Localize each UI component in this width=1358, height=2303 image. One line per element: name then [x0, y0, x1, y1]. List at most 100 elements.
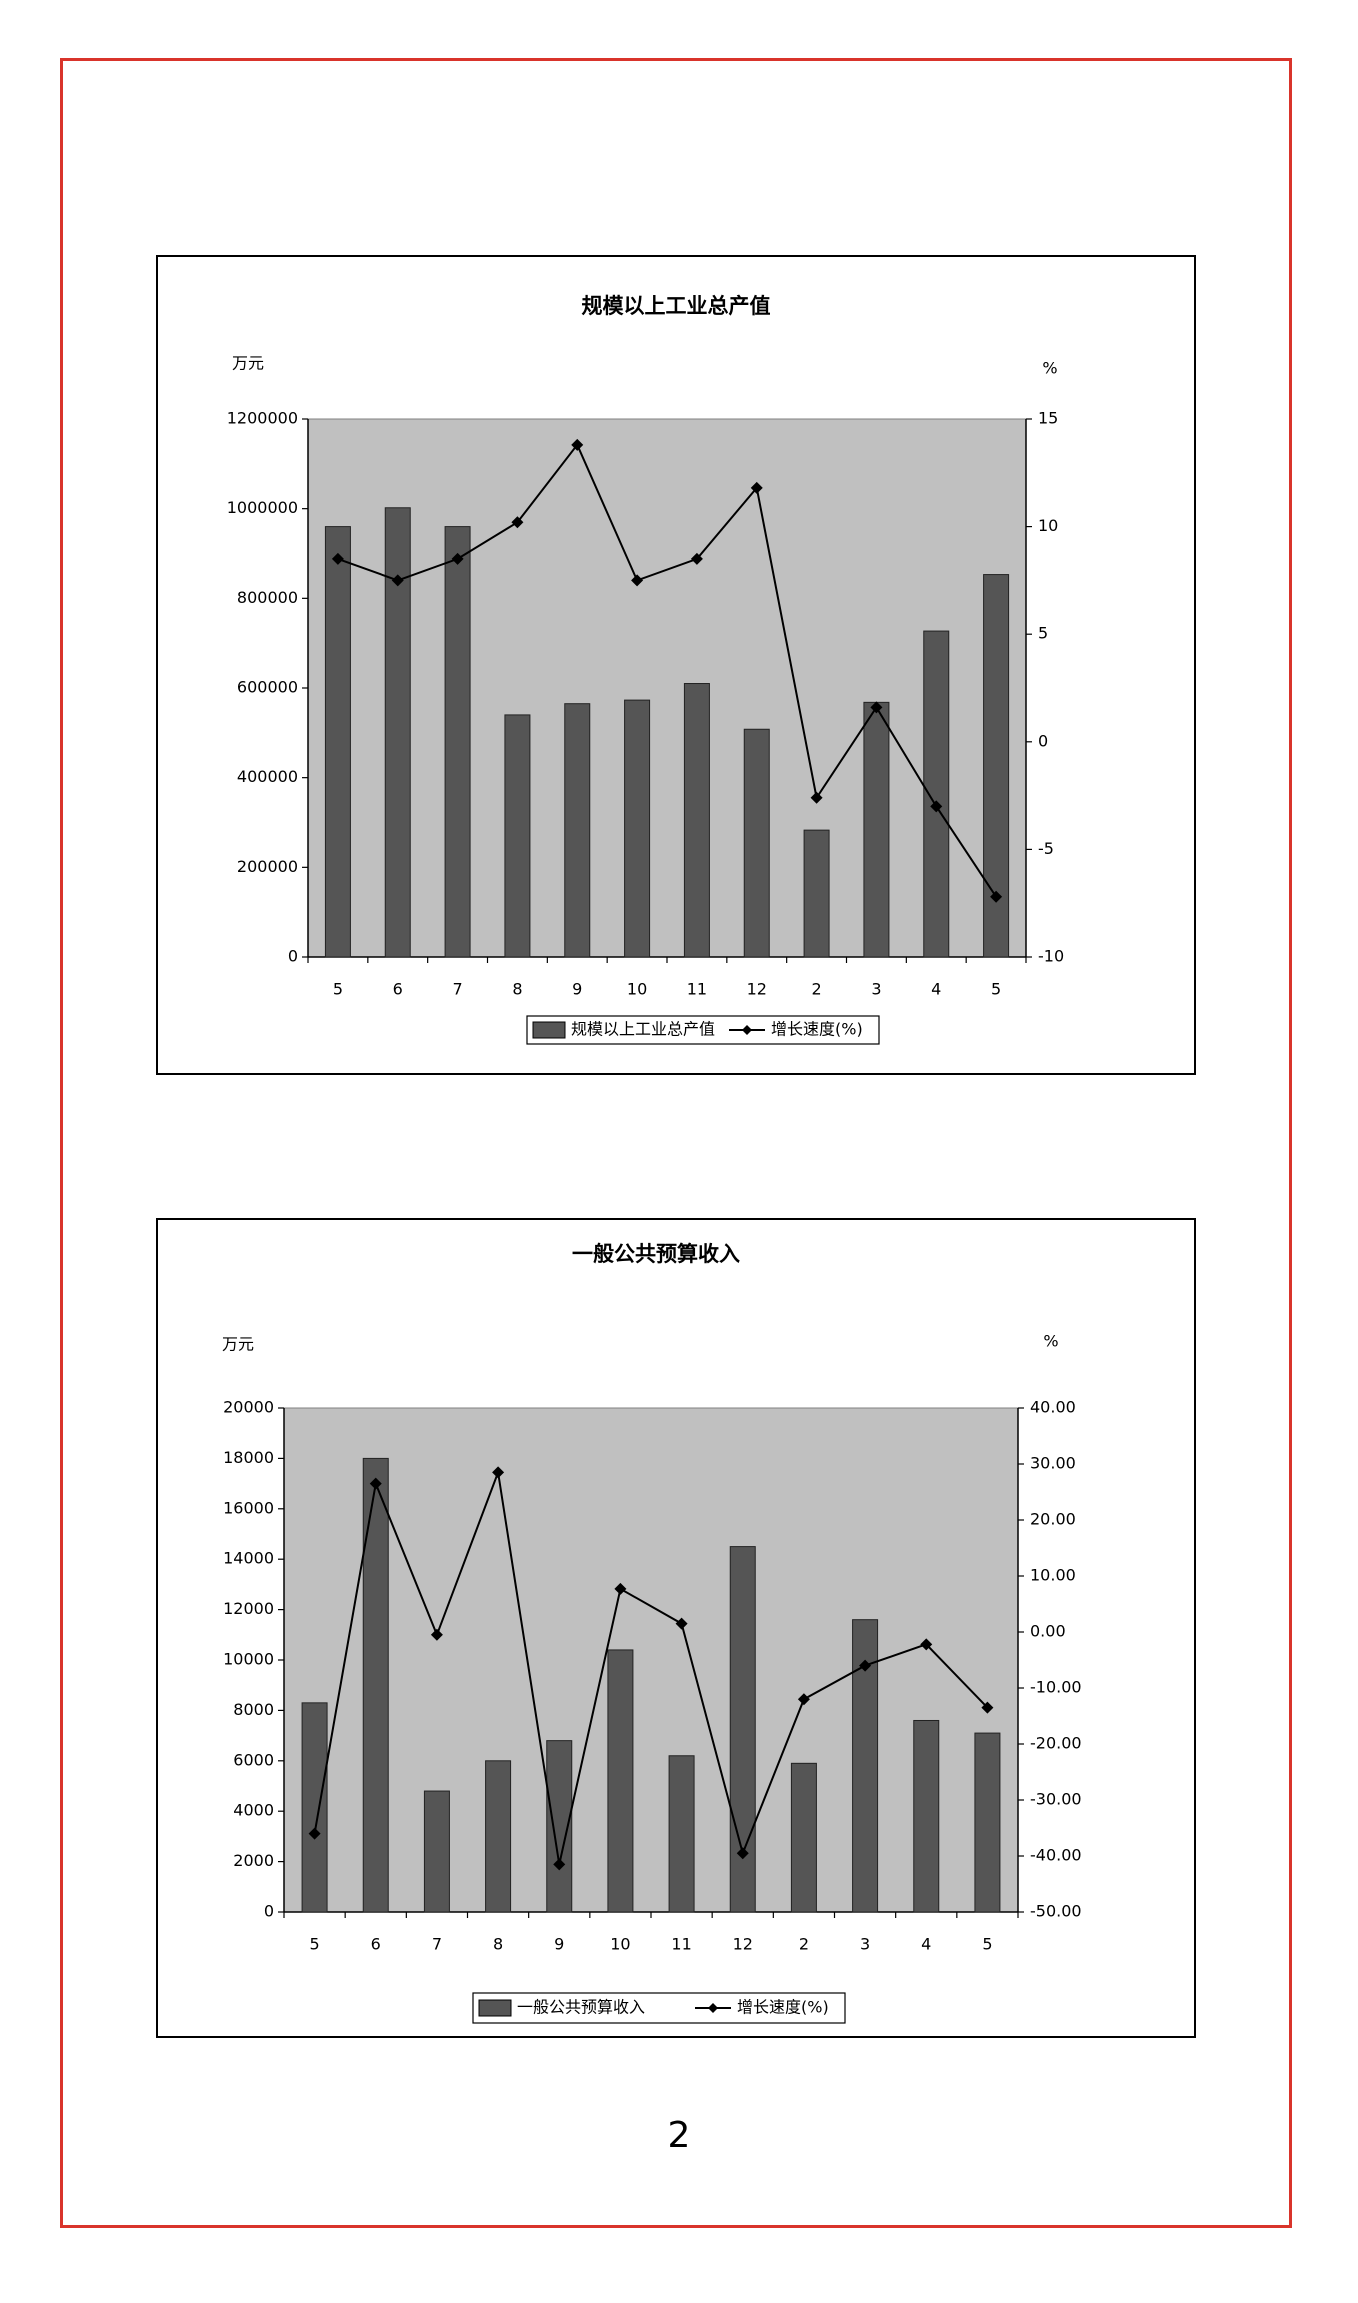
- bar: [362, 1457, 389, 1913]
- x-axis-category-label: 10: [610, 1935, 630, 1954]
- legend-bar-label: 一般公共预算收入: [517, 1998, 645, 2017]
- right-axis-tick-label: -5: [1038, 839, 1054, 858]
- legend-box: [526, 1015, 880, 1045]
- bar: [423, 1790, 450, 1913]
- bar: [974, 1732, 1001, 1913]
- left-axis-tick-label: 1000000: [227, 498, 298, 517]
- legend-line-marker: [742, 1025, 752, 1035]
- x-axis-category-label: 8: [512, 980, 522, 999]
- x-axis-category-label: 7: [452, 980, 462, 999]
- growth-rate-marker: [990, 890, 1003, 903]
- x-axis-category-label: 12: [747, 980, 767, 999]
- right-axis-tick-label: 20.00: [1030, 1510, 1076, 1529]
- growth-rate-marker: [736, 1847, 749, 1860]
- bar: [485, 1760, 512, 1913]
- x-axis-category-label: 4: [921, 1935, 931, 1954]
- x-axis-category-label: 8: [493, 1935, 503, 1954]
- bar: [607, 1649, 634, 1913]
- growth-rate-marker: [430, 1628, 443, 1641]
- left-axis-tick-label: 600000: [237, 678, 298, 697]
- bar: [683, 683, 710, 958]
- legend-bar-swatch: [478, 1999, 512, 2017]
- bar: [803, 829, 830, 958]
- growth-rate-marker: [331, 552, 344, 565]
- industrial-output-chart: 规模以上工业总产值 万元% 0 200000 400000 600000 800000 100…: [156, 255, 1196, 1075]
- left-axis-unit: 万元: [222, 1335, 254, 1354]
- right-axis-tick-label: 10.00: [1030, 1566, 1076, 1585]
- x-axis-category-label: 6: [393, 980, 403, 999]
- growth-rate-marker: [451, 552, 464, 565]
- left-axis-tick-label: 16000: [223, 1498, 274, 1517]
- x-axis-category-label: 6: [371, 1935, 381, 1954]
- x-axis-category-label: 2: [811, 980, 821, 999]
- growth-rate-line: [313, 1468, 989, 1865]
- x-axis-category-label: 5: [982, 1935, 992, 1954]
- left-axis-tick-label: 4000: [233, 1801, 274, 1820]
- right-axis-tick-label: 10: [1038, 516, 1058, 535]
- growth-rate-marker: [511, 516, 524, 529]
- growth-rate-marker: [810, 791, 823, 804]
- x-axis-category-label: 5: [991, 980, 1001, 999]
- growth-rate-marker: [675, 1617, 688, 1630]
- x-axis-category-label: 11: [671, 1935, 691, 1954]
- bar: [624, 699, 651, 958]
- left-axis-tick-label: 20000: [223, 1398, 274, 1417]
- growth-rate-marker: [492, 1466, 505, 1479]
- left-axis-tick-label: 12000: [223, 1599, 274, 1618]
- left-axis-tick-label: 2000: [233, 1851, 274, 1870]
- page-number: 2: [667, 2115, 691, 2156]
- bar: [444, 526, 471, 958]
- bar: [324, 526, 351, 958]
- left-axis-tick-label: 800000: [237, 588, 298, 607]
- growth-rate-marker: [859, 1659, 872, 1672]
- legend-bar-swatch: [532, 1021, 566, 1039]
- right-axis-tick-label: 15: [1038, 409, 1058, 428]
- bar: [564, 703, 591, 958]
- growth-rate-marker: [690, 552, 703, 565]
- legend-line-label: 增长速度(%): [737, 1998, 829, 2017]
- left-axis-tick-label: 8000: [233, 1700, 274, 1719]
- right-axis-tick-label: 0.00: [1030, 1622, 1066, 1641]
- left-axis-tick-label: 400000: [237, 767, 298, 786]
- growth-rate-marker: [391, 574, 404, 587]
- right-axis-tick-label: 30.00: [1030, 1454, 1076, 1473]
- right-axis-tick-label: -30.00: [1030, 1790, 1082, 1809]
- right-axis-unit: %: [1043, 1332, 1058, 1351]
- growth-rate-marker: [981, 1701, 994, 1714]
- right-axis-tick-label: 40.00: [1030, 1398, 1076, 1417]
- right-axis-tick-label: -10.00: [1030, 1678, 1082, 1697]
- bar: [790, 1762, 817, 1913]
- bar: [668, 1755, 695, 1913]
- left-axis-tick-label: 0: [264, 1902, 274, 1921]
- right-axis-tick-label: -10: [1038, 947, 1064, 966]
- legend-line-label: 增长速度(%): [771, 1020, 863, 1039]
- x-axis-category-label: 5: [333, 980, 343, 999]
- right-axis-tick-label: -50.00: [1030, 1902, 1082, 1921]
- left-axis-tick-label: 0: [288, 947, 298, 966]
- bar: [923, 630, 950, 958]
- bar: [913, 1719, 940, 1913]
- growth-rate-line: [337, 442, 997, 898]
- left-axis-tick-label: 1200000: [227, 409, 298, 428]
- bar: [743, 728, 770, 958]
- x-axis-category-label: 3: [860, 1935, 870, 1954]
- x-axis-category-label: 10: [627, 980, 647, 999]
- right-axis-tick-label: -40.00: [1030, 1846, 1082, 1865]
- growth-rate-marker: [308, 1827, 321, 1840]
- x-axis-category-label: 11: [687, 980, 707, 999]
- plot-area: [283, 1407, 1019, 1913]
- right-axis-unit: %: [1042, 359, 1057, 378]
- x-axis-category-label: 9: [554, 1935, 564, 1954]
- bar: [863, 701, 890, 958]
- growth-rate-marker: [553, 1858, 566, 1871]
- public-budget-revenue-chart: 一般公共预算收入 万元% 0 2000 4000 6000 8000 10000 12000 14…: [156, 1218, 1196, 2038]
- chart-title: 一般公共预算收入: [572, 1242, 740, 1266]
- right-axis-tick-label: 5: [1038, 624, 1048, 643]
- growth-rate-marker: [930, 800, 943, 813]
- bar: [301, 1702, 328, 1913]
- growth-rate-marker: [631, 574, 644, 587]
- left-axis-tick-label: 14000: [223, 1549, 274, 1568]
- left-axis-tick-label: 18000: [223, 1448, 274, 1467]
- legend-box: [472, 1992, 846, 2024]
